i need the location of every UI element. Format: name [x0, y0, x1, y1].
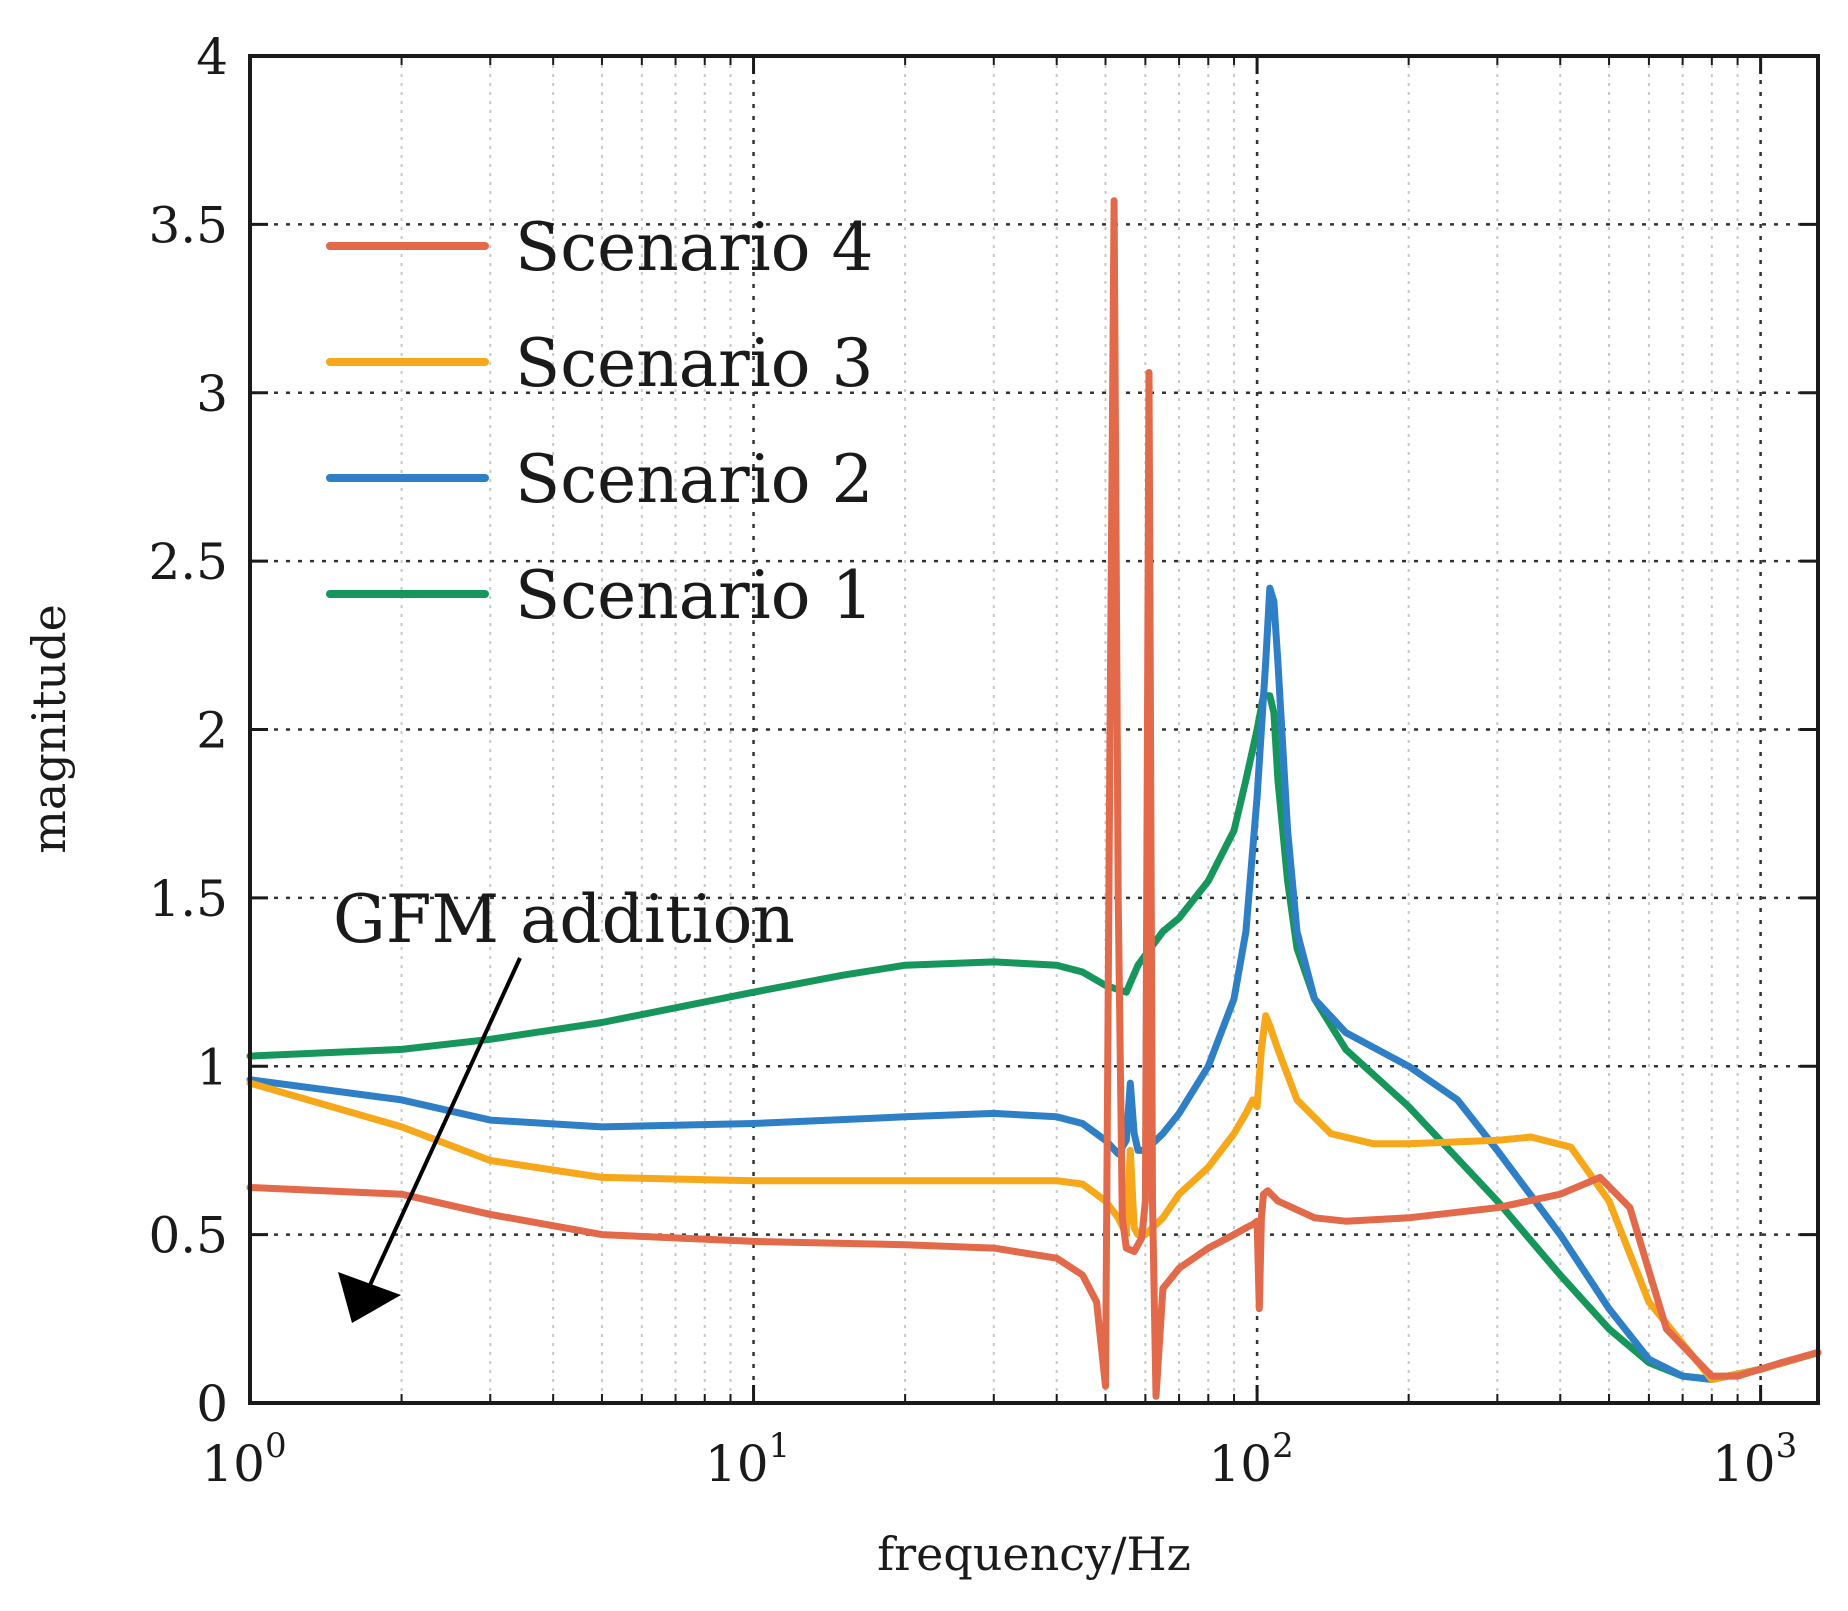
x-tick-exponent: 2	[1272, 1426, 1294, 1466]
y-tick-label: 4	[196, 28, 228, 86]
x-tick-label: 103	[1712, 1426, 1797, 1493]
series-line-scenario-1	[246, 692, 1822, 1383]
x-tick-label: 100	[201, 1426, 286, 1493]
annotation-text: GFM addition	[333, 881, 795, 958]
x-tick-exponent: 1	[769, 1426, 791, 1466]
legend-label-scenario-1: Scenario 1	[515, 557, 873, 634]
annotation-arrowhead	[338, 1272, 401, 1323]
y-tick-label: 2.5	[148, 533, 228, 591]
annotation-arrow-shaft	[368, 957, 522, 1286]
legend-label-scenario-4: Scenario 4	[515, 209, 873, 286]
y-tick-label: 3.5	[148, 196, 228, 254]
y-tick-label: 2	[196, 702, 228, 760]
legend: Scenario 4 Scenario 3 Scenario 2 Scenario 1	[326, 209, 873, 634]
legend-label-scenario-2: Scenario 2	[515, 441, 873, 518]
series-line-scenario-2	[246, 584, 1822, 1383]
x-tick-label: 102	[1208, 1426, 1293, 1493]
x-axis-label: frequency/Hz	[877, 1527, 1191, 1581]
x-tick-base: 10	[1208, 1435, 1272, 1493]
y-tick-label: 1.5	[148, 870, 228, 928]
axis-ticks	[248, 54, 1818, 1405]
y-tick-label: 0	[196, 1375, 228, 1433]
gfm-annotation: GFM addition	[333, 881, 795, 1323]
y-axis-label: magnitude	[22, 604, 76, 854]
legend-label-scenario-3: Scenario 3	[515, 325, 873, 402]
x-tick-label: 101	[705, 1426, 790, 1493]
x-tick-exponent: 0	[265, 1426, 287, 1466]
x-tick-base: 10	[201, 1435, 265, 1493]
y-tick-label: 1	[196, 1038, 228, 1096]
y-tick-label: 3	[196, 365, 228, 423]
series-line-scenario-3	[246, 1012, 1822, 1383]
series-line-scenario-4	[246, 197, 1822, 1400]
x-tick-exponent: 3	[1776, 1426, 1798, 1466]
x-tick-base: 10	[1712, 1435, 1776, 1493]
y-tick-label: 0.5	[148, 1207, 228, 1265]
series-lines	[246, 197, 1822, 1400]
x-tick-base: 10	[705, 1435, 769, 1493]
